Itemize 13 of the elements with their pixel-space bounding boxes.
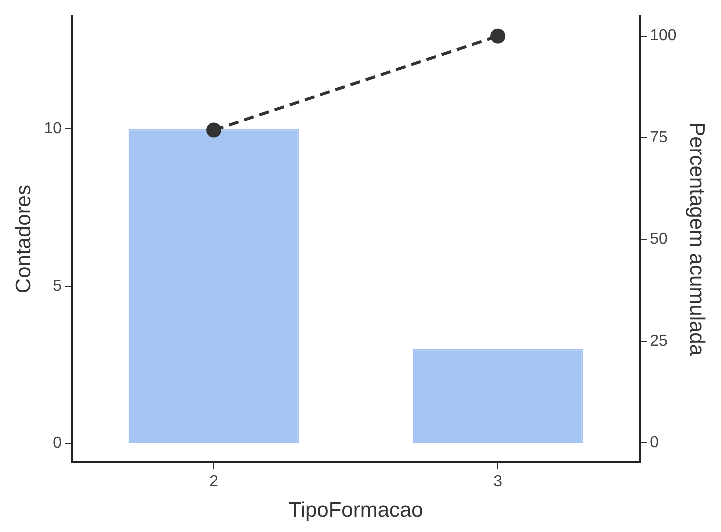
y2-tick-label: 25 (650, 332, 668, 350)
y-tick-label: 5 (53, 278, 62, 295)
x-axis-title: TipoFormacao (288, 499, 424, 522)
y2-axis-title: Percentagem acumulada (686, 122, 709, 356)
y-tick-label: 0 (53, 435, 62, 452)
x-tick-label: 2 (210, 474, 219, 491)
y-tick-label: 10 (44, 120, 62, 138)
y2-tick-label: 100 (650, 28, 677, 45)
x-tick-label: 3 (494, 474, 503, 491)
y2-tick-label: 50 (650, 231, 668, 248)
y2-tick-label: 0 (650, 434, 660, 452)
y2-tick-label: 75 (650, 129, 668, 146)
y-axis-title: Contadores (12, 185, 36, 294)
